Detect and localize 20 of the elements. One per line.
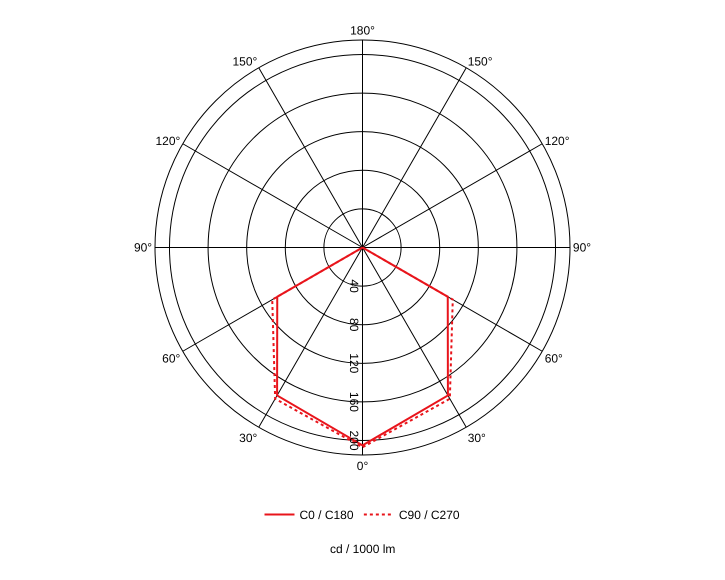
spoke-label: 60° <box>544 351 564 366</box>
spoke-label: 120° <box>544 134 570 148</box>
y-tick-label: 160 <box>347 392 361 412</box>
spoke-label: 30° <box>239 431 258 446</box>
spoke-label: 90° <box>572 240 592 255</box>
spoke-label: 180° <box>350 24 376 38</box>
y-tick-label: 40 <box>347 279 361 294</box>
spoke-label: 150° <box>232 54 258 68</box>
legend-label: C0 / C180 <box>300 508 354 522</box>
text: cd / 1000 lm <box>330 542 396 556</box>
spoke-label: 30° <box>468 431 486 446</box>
spoke-label: 60° <box>162 351 180 366</box>
spoke-label: 150° <box>468 54 493 68</box>
spoke-label: 120° <box>155 134 180 148</box>
y-tick-label: 200 <box>347 430 361 451</box>
spoke-label: 0° <box>356 458 368 473</box>
y-tick-label: 80 <box>347 318 361 332</box>
spoke-label: 90° <box>134 240 152 255</box>
legend-label: C90 / C270 <box>398 508 460 522</box>
y-tick-label: 120 <box>347 353 361 374</box>
